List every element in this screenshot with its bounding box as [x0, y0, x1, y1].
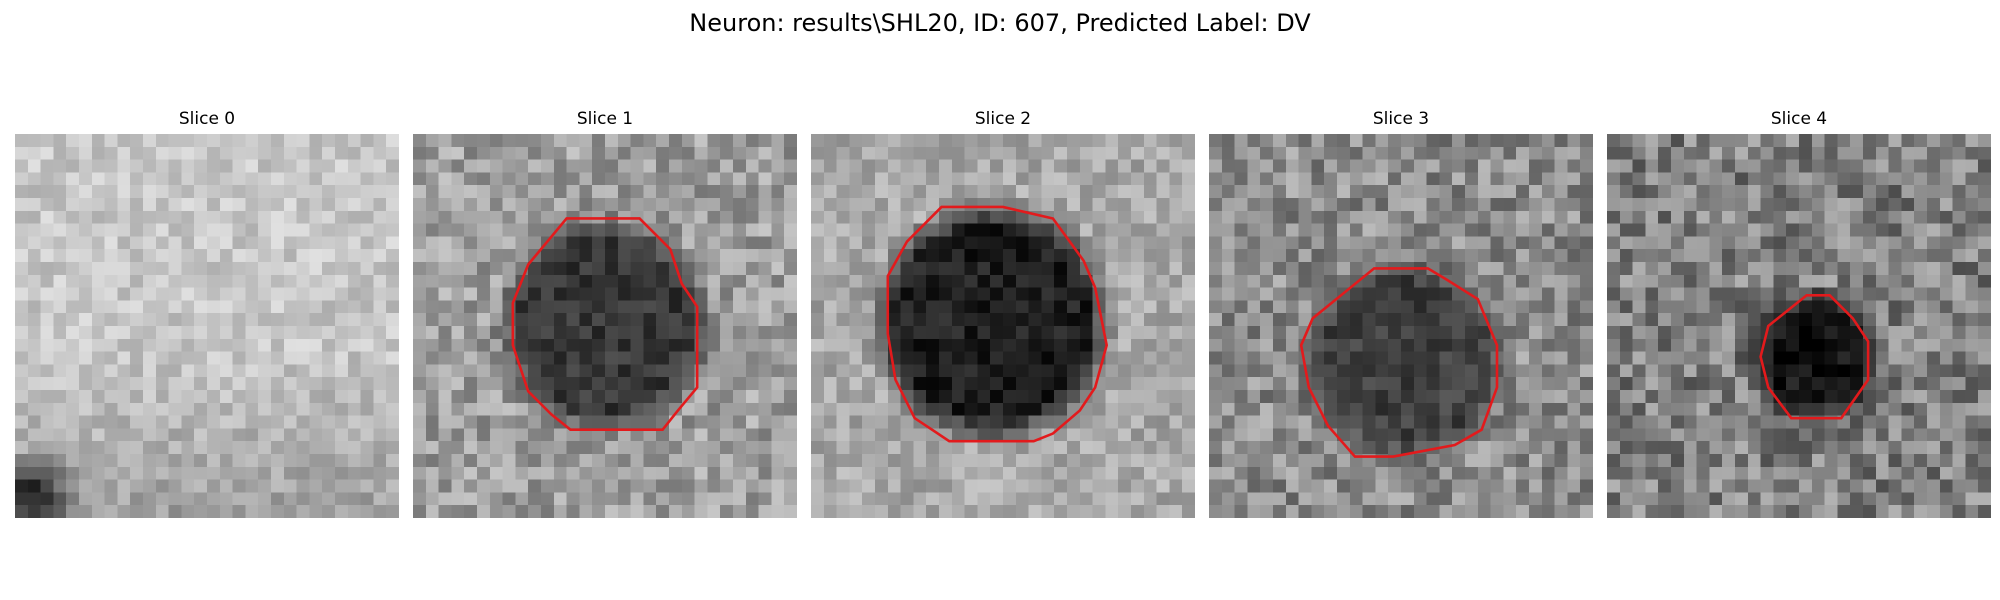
slice-title: Slice 4	[1770, 109, 1828, 129]
contour-overlay	[15, 134, 399, 518]
cell-contour	[888, 207, 1107, 441]
slice-panel-1: Slice 1	[413, 108, 797, 518]
contour-overlay	[811, 134, 1195, 518]
slice-image	[15, 134, 399, 518]
cell-contour	[1301, 268, 1497, 456]
slice-image	[1607, 134, 1991, 518]
cell-contour	[1761, 295, 1869, 418]
slice-title: Slice 2	[974, 109, 1032, 129]
slice-title: Slice 1	[576, 109, 634, 129]
slice-panel-0: Slice 0	[15, 108, 399, 518]
contour-overlay	[1607, 134, 1991, 518]
figure-title: Neuron: results\SHL20, ID: 607, Predicte…	[689, 9, 1311, 37]
slice-image	[413, 134, 797, 518]
contour-overlay	[413, 134, 797, 518]
slice-image	[811, 134, 1195, 518]
contour-overlay	[1209, 134, 1593, 518]
slice-panel-2: Slice 2	[811, 108, 1195, 518]
cell-contour	[513, 218, 697, 429]
slice-title: Slice 0	[178, 109, 236, 129]
slice-panel-4: Slice 4	[1607, 108, 1991, 518]
slice-title: Slice 3	[1372, 109, 1430, 129]
slice-panel-3: Slice 3	[1209, 108, 1593, 518]
